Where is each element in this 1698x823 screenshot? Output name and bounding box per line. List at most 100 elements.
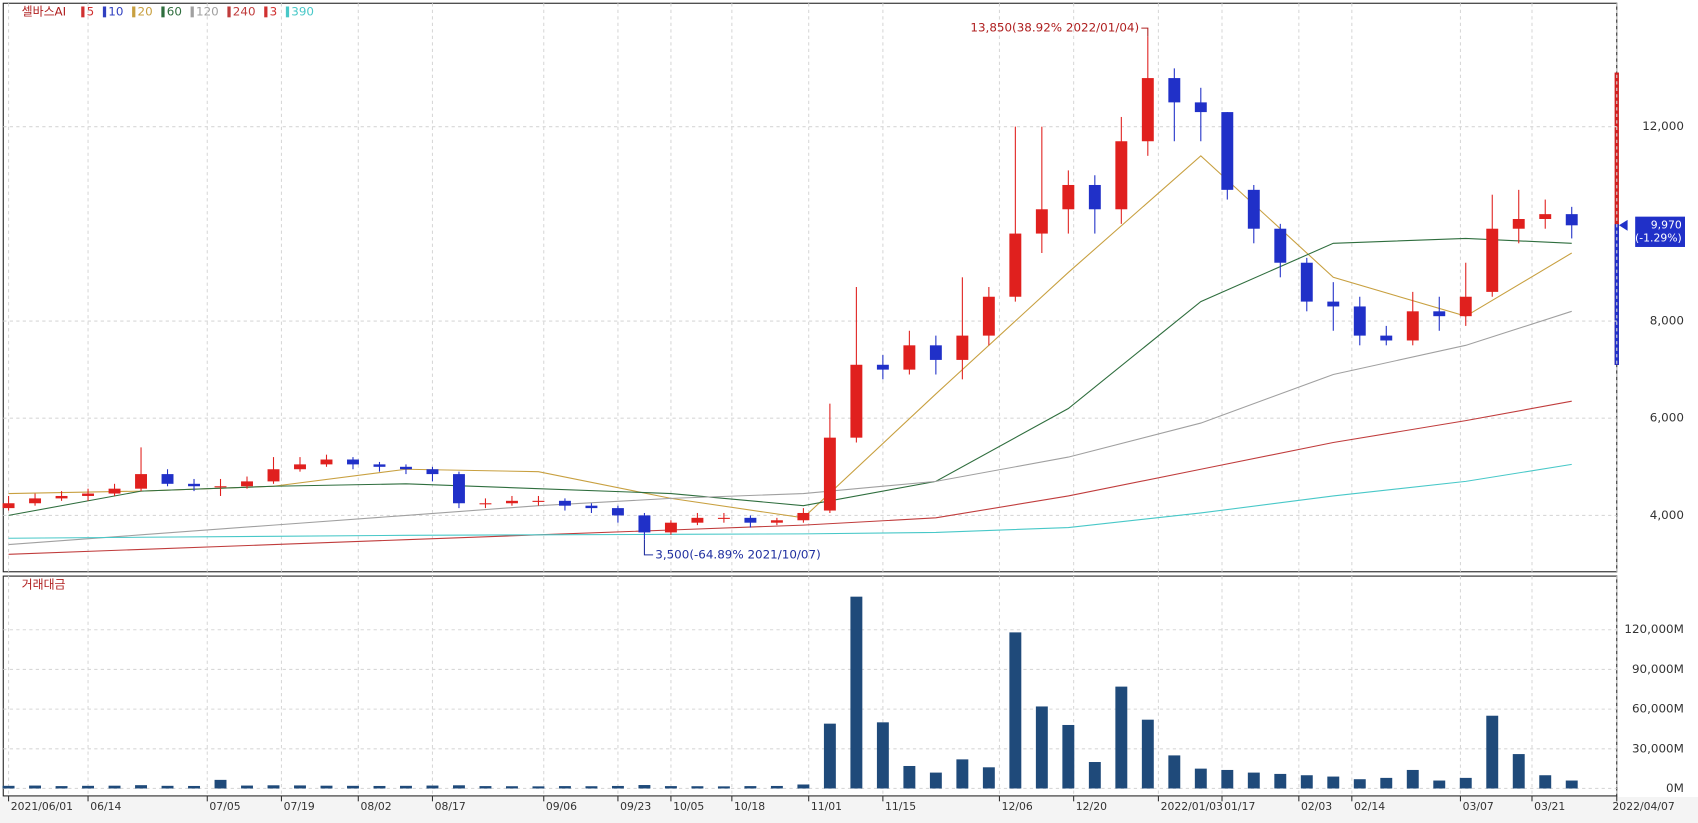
volume-bar: [876, 722, 889, 789]
volume-bar: [29, 785, 42, 789]
volume-bar: [1168, 755, 1181, 789]
volume-bar: [903, 765, 916, 789]
volume-tick-label: 0M: [1666, 781, 1684, 795]
x-tick-label: 07/05: [209, 800, 240, 813]
y-tick-label: 8,000: [1650, 314, 1684, 328]
candle-body: [850, 364, 863, 438]
x-tick-label: 12/20: [1076, 800, 1107, 813]
x-tick-label: 08/02: [360, 800, 391, 813]
legend-label: 60: [167, 4, 182, 18]
candle-body: [1141, 78, 1154, 142]
x-tick-label: 11/15: [885, 800, 916, 813]
volume-bar: [161, 785, 174, 789]
candle-body: [320, 459, 333, 465]
candle-body: [108, 488, 121, 494]
candle-body: [505, 500, 518, 504]
legend-label: 20: [138, 4, 153, 18]
candle-body: [1194, 102, 1207, 113]
candle-body: [744, 517, 757, 523]
volume-bar: [611, 785, 624, 789]
volume-bar: [453, 785, 465, 789]
volume-bar: [320, 785, 333, 789]
volume-tick-label: 120,000M: [1624, 622, 1684, 636]
legend-swatch: [102, 6, 107, 18]
candle-body: [532, 500, 545, 502]
x-tick-label: 01/17: [1224, 800, 1255, 813]
candle-body: [876, 364, 889, 370]
legend-swatch: [264, 6, 268, 18]
candle-body: [1274, 228, 1287, 263]
legend-swatch: [285, 6, 290, 18]
volume-bar: [1512, 754, 1525, 789]
ma-line: [8, 463, 1572, 539]
volume-bar: [241, 785, 253, 789]
volume-bar: [1486, 715, 1499, 789]
volume-title: 거래대금: [22, 577, 66, 591]
x-tick-label: 09/23: [620, 800, 651, 813]
volume-bar: [135, 785, 147, 789]
candle-body: [1009, 233, 1022, 297]
last-change-label: (-1.29%): [1635, 231, 1682, 244]
volume-bar: [638, 785, 651, 789]
candle-body: [1380, 335, 1393, 341]
volume-bar: [744, 786, 757, 789]
candle-body: [664, 522, 677, 533]
volume-bar: [1406, 769, 1419, 789]
bottom-bar: [0, 797, 1698, 823]
candle-body: [797, 512, 810, 521]
volume-bar: [1115, 686, 1128, 789]
volume-bar: [1274, 773, 1287, 789]
candle-body: [903, 345, 916, 370]
candle-body: [426, 469, 439, 475]
volume-bar: [1062, 724, 1075, 789]
volume-bar: [1353, 779, 1366, 789]
x-tick-label: 2021/06/01: [11, 800, 73, 813]
annotation-leader: [643, 539, 654, 556]
volume-bar: [691, 786, 704, 789]
ma-line: [8, 310, 1572, 546]
candle-body: [1115, 141, 1128, 210]
high-annotation: 13,850(38.92% 2022/01/04): [970, 21, 1139, 35]
ma-line: [8, 237, 1572, 516]
volume-bar: [55, 786, 68, 789]
volume-bar: [1565, 780, 1578, 789]
volume-bar: [400, 785, 412, 789]
volume-bar: [479, 786, 492, 789]
legend-swatch: [227, 6, 231, 18]
candle-body: [1539, 214, 1552, 219]
last-price-box: [1635, 216, 1685, 247]
legend-label: 3: [270, 4, 278, 18]
candle-body: [558, 500, 571, 506]
volume-bar: [1459, 777, 1472, 789]
candle-body: [1168, 78, 1181, 103]
x-tick-label: 02/14: [1354, 800, 1385, 813]
volume-bar: [532, 786, 545, 789]
candle-body: [1327, 301, 1340, 307]
volume-bar: [108, 785, 121, 789]
volume-bar: [956, 759, 969, 789]
volume-bar: [1380, 777, 1393, 789]
candle-body: [1062, 184, 1075, 210]
volume-bar: [1221, 769, 1234, 789]
annotation-leader: [1141, 27, 1149, 37]
volume-bar: [1300, 775, 1313, 789]
x-tick-label: 02/03: [1301, 800, 1332, 813]
candle-body: [691, 517, 704, 523]
volume-bar: [558, 786, 571, 789]
x-tick-label: 2022/01/03: [1161, 800, 1223, 813]
volume-bar: [188, 785, 200, 789]
volume-bar: [1539, 775, 1552, 789]
x-tick-label: 12/06: [1002, 800, 1033, 813]
x-tick-label: 08/17: [435, 800, 466, 813]
candle-body: [611, 508, 624, 516]
volume-bar: [850, 596, 863, 789]
candle-body: [1035, 209, 1048, 234]
volume-bar: [664, 786, 677, 789]
candle-body: [717, 517, 730, 519]
legend-swatch: [161, 6, 165, 18]
x-tick-label: 06/14: [90, 800, 121, 813]
candle-body: [82, 493, 95, 496]
volume-bar: [1247, 772, 1260, 789]
ma-line: [8, 400, 1572, 555]
candle-body: [29, 498, 42, 504]
